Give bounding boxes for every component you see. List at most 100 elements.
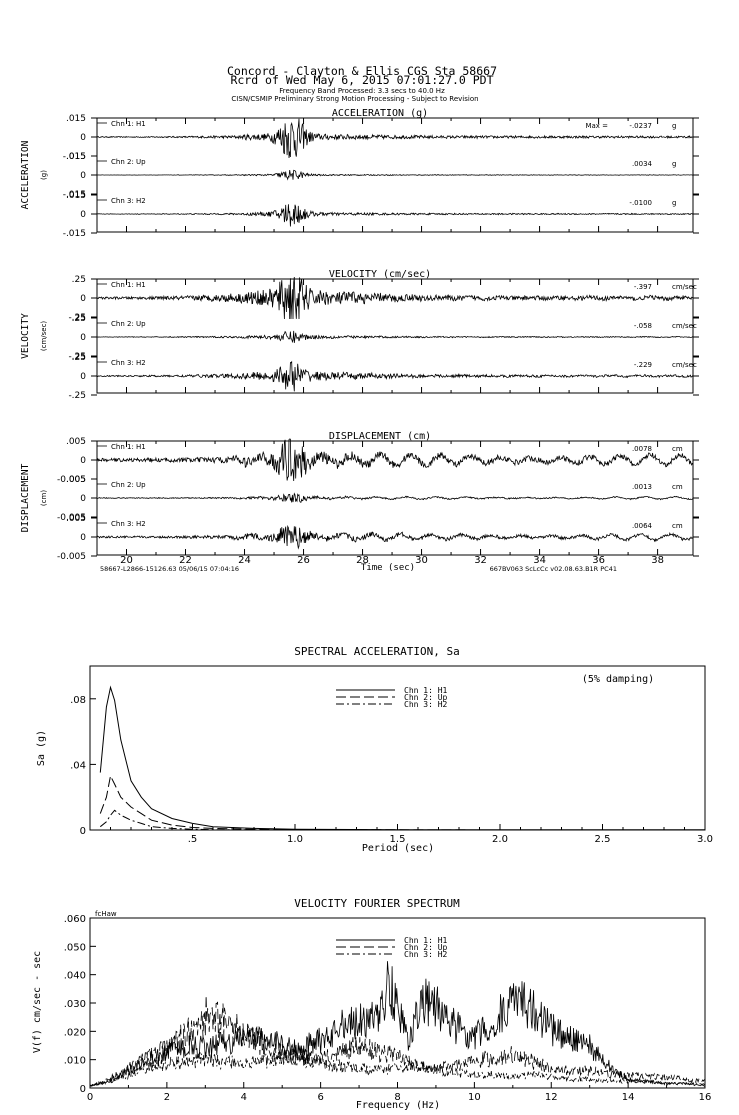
- trace-velocity-chn1: [96, 276, 694, 320]
- sa-series-chn1: [99, 685, 705, 831]
- peak-unit: g: [672, 160, 676, 168]
- displacement-unit-label: (cm): [40, 490, 48, 506]
- xtick-label: 28: [356, 555, 369, 566]
- channel-label: Chn 2: Up: [111, 158, 146, 166]
- ytick-label: 0: [80, 210, 86, 220]
- ytick-label: 0: [80, 133, 86, 143]
- sa-ytick-label: .08: [70, 695, 86, 706]
- channel-label: Chn 3: H2: [111, 359, 146, 367]
- fs-ytick-label: .020: [64, 1027, 86, 1038]
- sa-xtick-label: 1.5: [390, 834, 406, 845]
- acceleration-unit-label: (g): [40, 170, 48, 180]
- ytick-label: 0: [80, 171, 86, 181]
- ytick-label: 0: [80, 494, 86, 504]
- displacement-x-axis: 20 22 24 26 28 30 32 34 36 38 Time (sec) 58667-L286…: [100, 555, 664, 573]
- ytick-label: .005: [66, 475, 86, 485]
- fs-xtick-label: 12: [545, 1092, 558, 1103]
- charts-layer: ACCELERATION (g) ACCELERATION (g) .015 0 -.01…: [20, 108, 713, 1111]
- peak-unit: g: [672, 122, 676, 130]
- sa-xtick-label: 2.0: [492, 834, 508, 845]
- ytick-label: 0: [80, 372, 86, 382]
- peak-unit: cm: [672, 483, 683, 491]
- fourier-spectrum-chart: VELOCITY FOURIER SPECTRUM fcHaw V(f) cm/se…: [32, 897, 711, 1111]
- trace-acceleration-chn3: [97, 204, 694, 227]
- ytick-label: -.015: [63, 229, 86, 239]
- fs-ytick-label: .060: [64, 914, 86, 925]
- peak-value: .0013: [632, 483, 652, 491]
- xtick-label: 34: [533, 555, 546, 566]
- xtick-label: 32: [474, 555, 487, 566]
- acceleration-axis-label: ACCELERATION: [20, 140, 31, 209]
- peak-unit: g: [672, 199, 676, 207]
- fs-ytick-label: .040: [64, 971, 86, 982]
- channel-label: Chn 3: H2: [111, 197, 146, 205]
- channel-label: Chn 1: H1: [111, 120, 146, 128]
- trace-displacement-chn1: [96, 438, 694, 482]
- trace-displacement-chn2: [96, 492, 694, 503]
- displacement-axis-label: DISPLACEMENT: [20, 463, 31, 532]
- fs-xtick-label: 10: [468, 1092, 481, 1103]
- xtick-label: 38: [651, 555, 664, 566]
- channel-label: Chn 1: H1: [111, 281, 146, 289]
- sa-series-chn3: [99, 809, 705, 831]
- fs-xtick-label: 14: [622, 1092, 635, 1103]
- fs-ytick-label: .010: [64, 1056, 86, 1067]
- sa-legend-label: Chn 3: H2: [404, 700, 448, 709]
- xtick-label: 36: [592, 555, 605, 566]
- sa-legend-label: Chn 1: H1: [404, 686, 448, 695]
- ytick-label: .25: [72, 275, 86, 285]
- ytick-label: 0: [80, 294, 86, 304]
- trace-acceleration-chn1: [96, 118, 694, 159]
- sa-y-axis-label: Sa (g): [36, 730, 47, 766]
- xtick-label: 30: [415, 555, 428, 566]
- ytick-label: -.015: [63, 152, 86, 162]
- ytick-label: .015: [66, 191, 86, 201]
- fs-xtick-label: 2: [164, 1092, 170, 1103]
- header-processing-note: CISN/CSMIP Preliminary Strong Motion Pro…: [231, 95, 478, 103]
- trace-displacement-chn3: [96, 524, 694, 550]
- peak-unit: cm/sec: [672, 283, 697, 291]
- report-header: Concord - Clayton & Ellis CGS Sta 58667 …: [227, 64, 497, 103]
- sa-ytick-label: .04: [70, 760, 86, 771]
- sa-title: SPECTRAL ACCELERATION, Sa: [294, 645, 460, 658]
- fs-corner-label: fcHaw: [95, 910, 117, 918]
- ytick-label: -.25: [68, 352, 86, 362]
- xtick-label: 20: [120, 555, 133, 566]
- velocity-unit-label: (cm/sec): [40, 321, 48, 352]
- ytick-label: -0.005: [57, 475, 86, 485]
- trace-velocity-chn3: [96, 360, 694, 392]
- fs-ytick-label: .050: [64, 942, 86, 953]
- xtick-label: 22: [179, 555, 192, 566]
- fs-title: VELOCITY FOURIER SPECTRUM: [294, 897, 460, 910]
- fs-xtick-label: 0: [87, 1092, 93, 1103]
- ytick-label: 0: [80, 533, 86, 543]
- footer-processing-id: 667BV063 ScLcCc v02.08.63.B1R PC41: [490, 565, 617, 573]
- peak-value: -.0237: [629, 122, 652, 130]
- header-station-line: Concord - Clayton & Ellis CGS Sta 58667: [227, 64, 497, 78]
- peak-value: -.229: [634, 361, 652, 369]
- velocity-title: VELOCITY (cm/sec): [329, 269, 431, 280]
- ytick-label: -.25: [68, 391, 86, 401]
- fs-xtick-label: 6: [317, 1092, 323, 1103]
- sa-damping-note: (5% damping): [582, 674, 654, 685]
- xtick-label: 26: [297, 555, 310, 566]
- fs-ytick-label: .030: [64, 999, 86, 1010]
- acceleration-title: ACCELERATION (g): [332, 108, 428, 119]
- spectral-acceleration-chart: SPECTRAL ACCELERATION, Sa (5% damping) Sa …: [36, 645, 713, 854]
- header-frequency-band: Frequency Band Processed: 3.3 secs to 40…: [279, 87, 445, 95]
- peak-value: .0034: [632, 160, 653, 168]
- sa-xtick-label: 3.0: [697, 834, 713, 845]
- ytick-label: .005: [66, 514, 86, 524]
- ytick-label: 0: [80, 456, 86, 466]
- velocity-plot-frame: [96, 278, 694, 394]
- ytick-label: 0: [80, 333, 86, 343]
- time-history-displacement: DISPLACEMENT (cm) DISPLACEMENT (cm) .005 0 -0…: [20, 431, 699, 562]
- fs-series-chn1: [89, 961, 706, 1087]
- peak-value: -.058: [634, 322, 652, 330]
- fs-xtick-label: 8: [394, 1092, 400, 1103]
- fs-series-chn2: [89, 995, 706, 1087]
- fs-xtick-label: 16: [699, 1092, 712, 1103]
- peak-unit: cm: [672, 445, 683, 453]
- time-history-acceleration: ACCELERATION (g) ACCELERATION (g) .015 0 -.01…: [20, 108, 699, 239]
